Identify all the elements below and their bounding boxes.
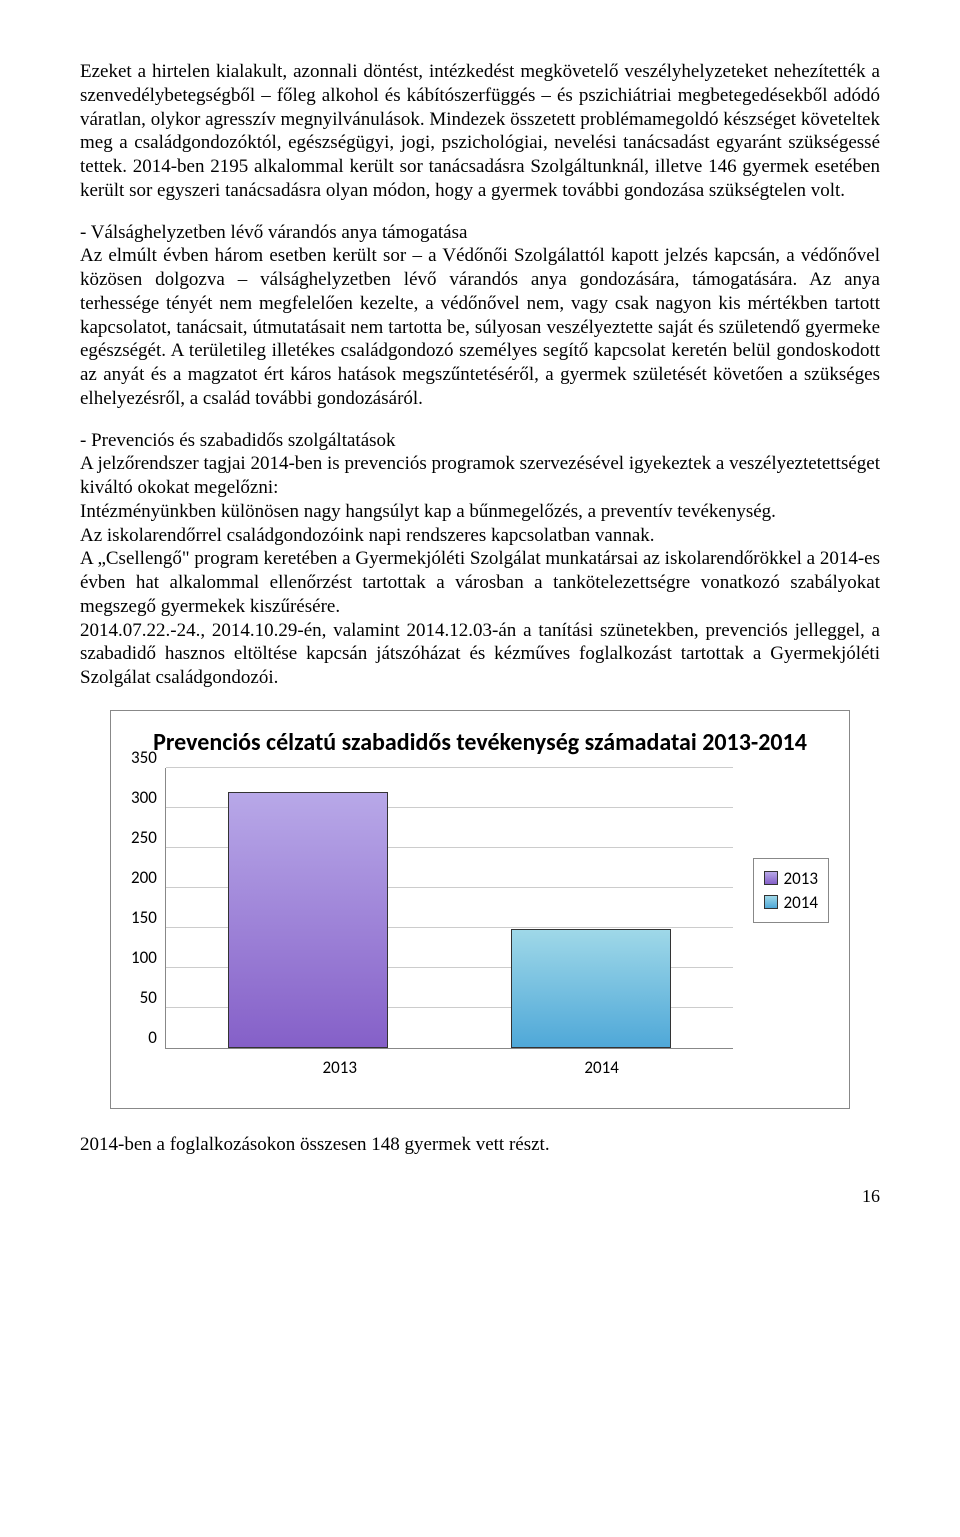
chart-title: Prevenciós célzatú szabadidős tevékenysé… — [131, 729, 829, 758]
bar-chart: Prevenciós célzatú szabadidős tevékenysé… — [110, 710, 850, 1109]
paragraph-3c: Az iskolarendőrrel családgondozóink napi… — [80, 525, 655, 546]
legend-swatch — [764, 871, 778, 885]
paragraph-3e: 2014.07.22.-24., 2014.10.29-én, valamint… — [80, 620, 880, 689]
page-number: 16 — [80, 1186, 880, 1207]
legend: 2013 2014 — [753, 858, 829, 923]
paragraph-3: - Prevenciós és szabadidős szolgáltatáso… — [80, 429, 880, 690]
paragraph-2: - Válsághelyzetben lévő várandós anya tá… — [80, 221, 880, 411]
paragraph-2-title: - Válsághelyzetben lévő várandós anya tá… — [80, 222, 467, 243]
paragraph-3b: Intézményünkben különösen nagy hangsúlyt… — [80, 501, 776, 522]
paragraph-1: Ezeket a hirtelen kialakult, azonnali dö… — [80, 60, 880, 203]
x-tick: 2013 — [260, 1057, 420, 1078]
legend-label: 2014 — [784, 892, 818, 913]
paragraph-3a: A jelzőrendszer tagjai 2014-ben is preve… — [80, 453, 880, 498]
legend-label: 2013 — [784, 868, 818, 889]
legend-item: 2014 — [764, 892, 818, 913]
paragraph-3d: A „Csellengő" program keretében a Gyerme… — [80, 548, 880, 617]
bar — [228, 792, 388, 1048]
plot-area — [165, 768, 733, 1049]
paragraph-3-title: - Prevenciós és szabadidős szolgáltatáso… — [80, 430, 396, 451]
legend-item: 2013 — [764, 868, 818, 889]
x-axis: 2013 2014 — [209, 1057, 733, 1078]
paragraph-2-body: Az elmúlt évben három esetben került sor… — [80, 245, 880, 409]
x-tick: 2014 — [522, 1057, 682, 1078]
legend-swatch — [764, 895, 778, 909]
bar — [511, 929, 671, 1047]
paragraph-4: 2014-ben a foglalkozásokon összesen 148 … — [80, 1133, 880, 1157]
y-axis: 350 300 250 200 150 100 50 0 — [131, 758, 165, 1038]
